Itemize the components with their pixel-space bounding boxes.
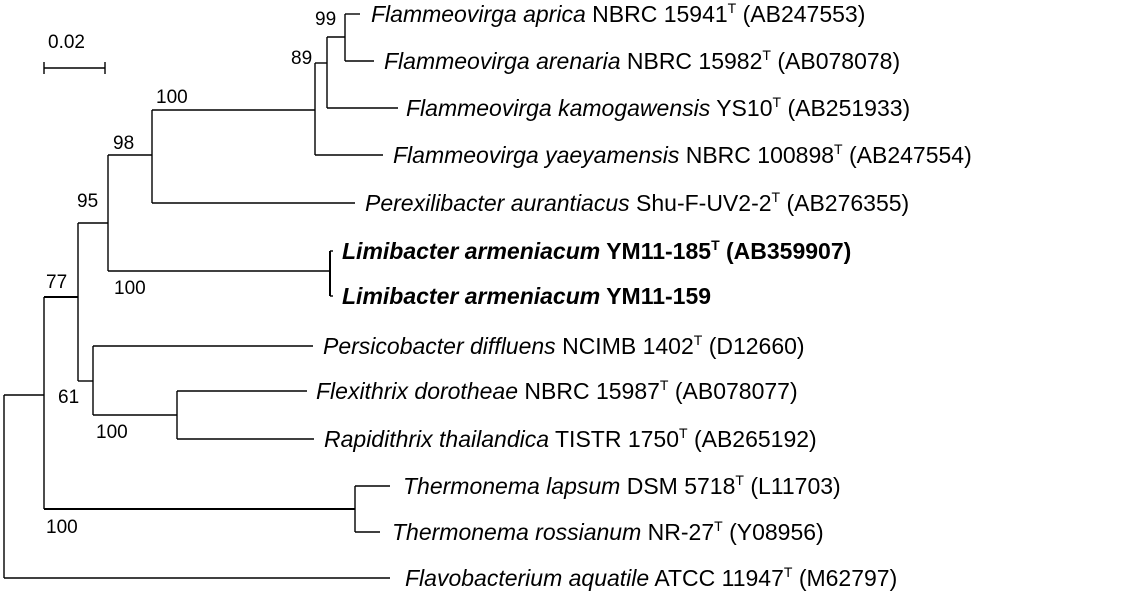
taxon-label: Flavobacterium aquatile ATCC 11947T (M62… [405, 564, 898, 591]
bootstrap-value: 89 [291, 48, 313, 69]
type-strain-marker: T [727, 0, 737, 16]
type-strain-marker: T [711, 237, 720, 253]
accession-number: (AB247554) [848, 142, 972, 168]
strain-id: NR-27 [647, 519, 715, 545]
type-strain-marker: T [772, 94, 782, 110]
type-strain-marker: T [834, 141, 843, 157]
strain-id: Shu-F-UV2-2 [636, 190, 772, 216]
type-strain-marker: T [771, 189, 781, 205]
scale-bar-label: 0.02 [48, 32, 85, 53]
accession-number: (AB265192) [693, 426, 817, 452]
species-name: Flavobacterium aquatile [405, 565, 650, 591]
accession-number: (L11703) [750, 473, 841, 499]
bootstrap-value: 100 [156, 87, 188, 108]
taxon-label: Thermonema lapsum DSM 5718T (L11703) [403, 472, 841, 499]
type-strain-marker: T [783, 564, 793, 580]
strain-id: NBRC 15982 [626, 48, 763, 74]
taxon-label: Flammeovirga yaeyamensis NBRC 100898T (A… [393, 141, 972, 168]
species-name: Flammeovirga aprica [371, 1, 586, 27]
species-name: Rapidithrix thailandica [324, 426, 550, 452]
bootstrap-value: 99 [315, 9, 337, 30]
species-name: Thermonema rossianum [392, 519, 642, 545]
strain-id: YM11-185 [606, 238, 712, 264]
species-name: Flammeovirga arenaria [384, 48, 621, 74]
accession-number: (AB251933) [787, 95, 911, 121]
taxon-label: Flammeovirga kamogawensis YS10T (AB25193… [406, 94, 911, 121]
accession-number: (AB247553) [742, 1, 866, 27]
taxon-label: Flammeovirga aprica NBRC 15941T (AB24755… [371, 0, 866, 27]
bootstrap-value: 98 [113, 133, 135, 154]
strain-id: DSM 5718 [626, 473, 736, 499]
strain-id: NCIMB 1402 [562, 333, 694, 359]
type-strain-marker: T [735, 472, 744, 488]
species-name: Thermonema lapsum [403, 473, 621, 499]
strain-id: ATCC 11947 [654, 565, 784, 591]
accession-number: (AB078077) [674, 378, 798, 404]
bootstrap-value: 61 [58, 387, 80, 408]
accession-number: (AB078078) [777, 48, 901, 74]
taxon-label: Rapidithrix thailandica TISTR 1750T (AB2… [324, 425, 817, 452]
type-strain-marker: T [659, 377, 669, 393]
species-name: Limibacter armeniacum [342, 238, 601, 264]
species-name: Perexilibacter aurantiacus [365, 190, 630, 216]
species-name: Limibacter armeniacum [342, 283, 601, 309]
species-name: Flammeovirga kamogawensis [406, 95, 711, 121]
bootstrap-value: 100 [46, 517, 78, 538]
type-strain-marker: T [762, 47, 771, 63]
taxon-label: Flammeovirga arenaria NBRC 15982T (AB078… [384, 47, 901, 74]
type-strain-marker: T [714, 518, 723, 534]
species-name: Flexithrix dorotheae [316, 378, 518, 404]
bootstrap-value: 100 [114, 278, 146, 299]
taxon-label: Thermonema rossianum NR-27T (Y08956) [392, 518, 824, 545]
strain-id: YM11-159 [606, 283, 712, 309]
taxon-label: Limibacter armeniacum YM11-159 [342, 284, 711, 308]
species-name: Persicobacter diffluens [323, 333, 556, 359]
strain-id: YS10 [716, 95, 773, 121]
taxon-label: Perexilibacter aurantiacus Shu-F-UV2-2T … [365, 189, 910, 216]
taxon-label: Flexithrix dorotheae NBRC 15987T (AB0780… [316, 377, 798, 404]
accession-number: (AB276355) [786, 190, 910, 216]
bootstrap-value: 95 [77, 191, 99, 212]
strain-id: NBRC 100898 [685, 142, 835, 168]
accession-number: (AB359907) [726, 238, 852, 264]
type-strain-marker: T [693, 332, 703, 348]
accession-number: (M62797) [798, 565, 898, 591]
bootstrap-value: 100 [96, 422, 128, 443]
strain-id: NBRC 15941 [592, 1, 728, 27]
type-strain-marker: T [679, 425, 688, 441]
accession-number: (D12660) [708, 333, 805, 359]
taxon-label: Limibacter armeniacum YM11-185T (AB35990… [342, 237, 852, 264]
taxon-label: Persicobacter diffluens NCIMB 1402T (D12… [323, 332, 805, 359]
species-name: Flammeovirga yaeyamensis [393, 142, 680, 168]
strain-id: TISTR 1750 [555, 426, 679, 452]
strain-id: NBRC 15987 [524, 378, 660, 404]
accession-number: (Y08956) [729, 519, 824, 545]
bootstrap-value: 77 [46, 272, 68, 293]
